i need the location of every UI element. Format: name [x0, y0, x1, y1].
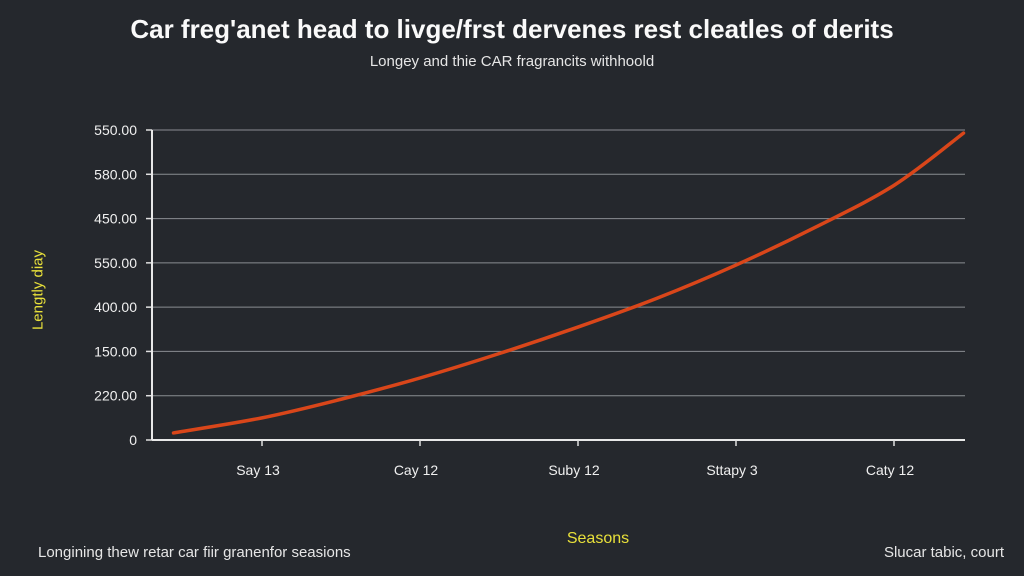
y-tick-label: 450.00: [94, 211, 137, 227]
series-line: [171, 131, 966, 435]
x-tick-label: Sttapy 3: [706, 462, 758, 478]
chart-subtitle: Longey and thie CAR fragrancits withhool…: [369, 53, 655, 70]
x-axis-label: Seasons: [566, 530, 630, 547]
footer-note-right: Slucar tabic, court: [883, 544, 1004, 561]
chart-title: Car freg'anet head to livge/frst dervene…: [130, 14, 894, 44]
x-tick-label: Suby 12: [548, 462, 600, 478]
x-tick-label: Cay 12: [394, 462, 439, 478]
y-tick-label: 550.00: [94, 122, 137, 138]
y-tick-label: 150.00: [94, 343, 137, 359]
footer-note-left: Longining thew retar car fiir granenfor …: [38, 544, 351, 561]
x-tick-label: Caty 12: [866, 462, 914, 478]
x-tick-label: Say 13: [236, 462, 280, 478]
y-tick-label: 580.00: [94, 166, 137, 182]
y-tick-label: 220.00: [94, 388, 137, 404]
y-tick-label: 550.00: [94, 255, 137, 271]
y-tick-label: 400.00: [94, 299, 137, 315]
y-tick-label: 0: [129, 432, 137, 448]
